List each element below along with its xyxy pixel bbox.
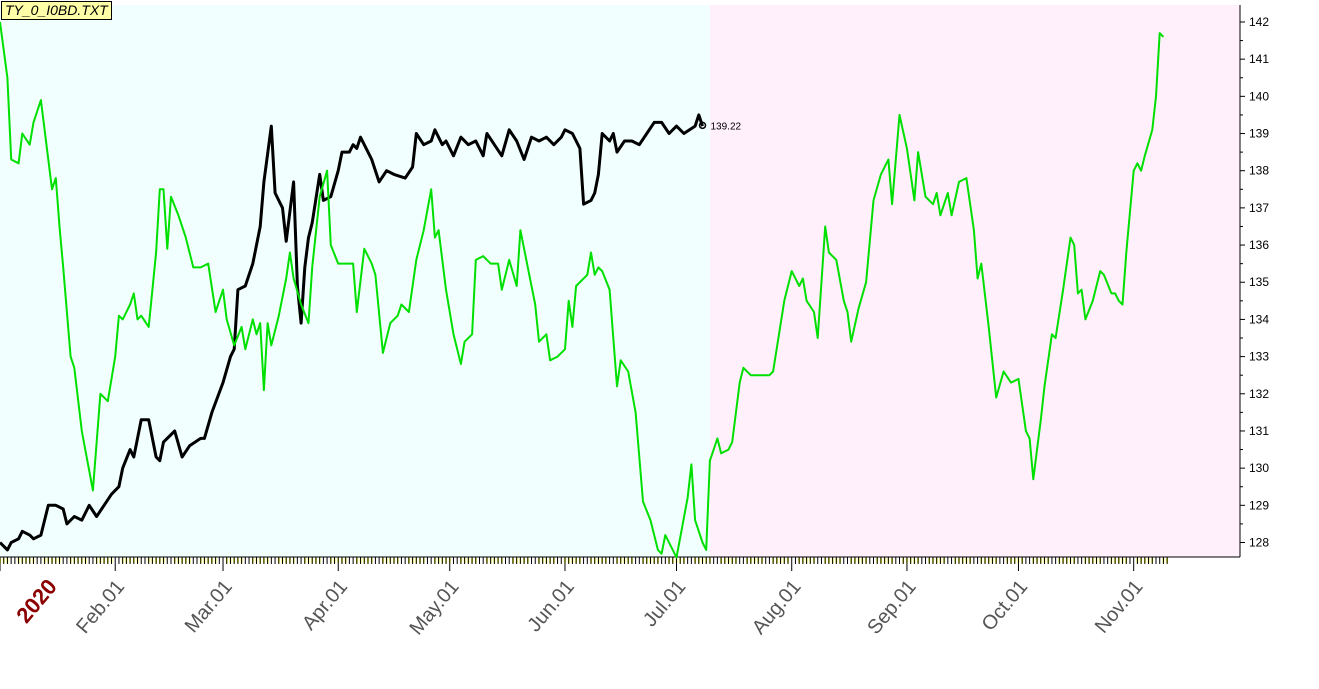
x-month-label: Sep.01 [863, 576, 921, 639]
x-month-label: Feb.01 [72, 576, 129, 638]
y-tick-label: 130 [1249, 461, 1269, 475]
x-month-label: Oct.01 [978, 576, 1033, 635]
last-value-label: 139.22 [711, 121, 742, 132]
last-value-circle [698, 121, 707, 130]
y-tick-label: 142 [1249, 15, 1269, 29]
y-tick-label: 135 [1249, 275, 1269, 289]
y-tick-label: 133 [1249, 350, 1269, 364]
y-tick-label: 131 [1249, 424, 1269, 438]
last-value-marker: 139.22 [698, 121, 742, 132]
x-month-label: May.01 [406, 576, 464, 639]
y-tick-label: 138 [1249, 164, 1269, 178]
y-tick-label: 129 [1249, 498, 1269, 512]
x-month-label: Jul.01 [639, 576, 690, 631]
x-month-label: Nov.01 [1091, 576, 1148, 638]
y-tick-label: 140 [1249, 89, 1269, 103]
y-axis: 128 129 130 131 132 133 134 135 136 137 138 139 140 1… [1239, 5, 1269, 557]
y-tick-label: 132 [1249, 387, 1269, 401]
x-month-label: Jun.01 [523, 576, 578, 636]
y-tick-label: 141 [1249, 52, 1269, 66]
x-axis-labels: 2020 Feb.01 Mar.01 Apr.01 May.01 Jun.01 Jul.01… [11, 574, 1147, 639]
x-axis-ticks [0, 556, 1240, 571]
price-series-line [0, 113, 704, 552]
y-tick-label: 136 [1249, 238, 1269, 252]
y-tick-label: 137 [1249, 201, 1269, 215]
y-tick-label: 134 [1249, 312, 1269, 326]
x-year-label: 2020 [11, 574, 62, 628]
forecast-background [709, 5, 1240, 557]
plot-lines [0, 21, 1165, 559]
forecast-series-line [0, 21, 1165, 559]
chart-title-badge: TY_0_I0BD.TXT [1, 1, 112, 20]
x-month-label: Apr.01 [298, 576, 352, 634]
y-tick-label: 139 [1249, 127, 1269, 141]
y-tick-label: 128 [1249, 536, 1269, 550]
x-month-label: Mar.01 [181, 576, 237, 637]
x-month-label: Aug.01 [748, 576, 806, 639]
